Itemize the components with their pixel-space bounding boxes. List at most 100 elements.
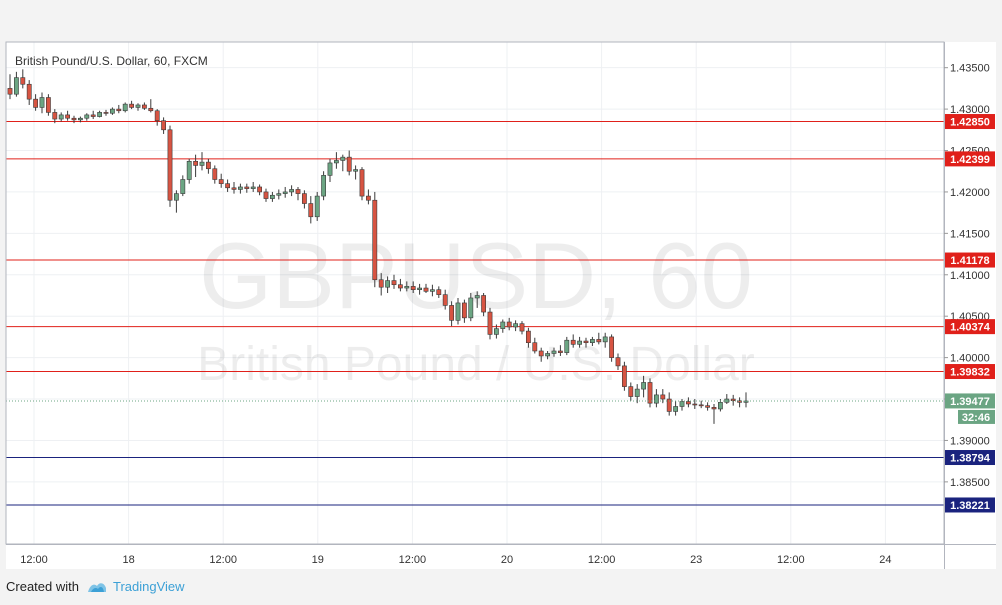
credit-prefix: Created with bbox=[6, 579, 79, 594]
candle-up bbox=[500, 321, 506, 329]
candle-down bbox=[33, 98, 38, 108]
level-tag-resistance bbox=[945, 319, 995, 335]
candle-up bbox=[679, 401, 685, 407]
candle-down bbox=[301, 193, 307, 204]
candle-down bbox=[257, 186, 262, 193]
candle-down bbox=[660, 394, 666, 400]
candle-down bbox=[615, 357, 621, 367]
candle-up bbox=[474, 295, 480, 299]
candle-up bbox=[429, 289, 435, 292]
candle-down bbox=[71, 117, 77, 121]
level-tag-label: 1.42399 bbox=[950, 154, 990, 166]
candle-up bbox=[282, 191, 288, 194]
candle-down bbox=[103, 112, 109, 114]
candle-up bbox=[180, 179, 186, 194]
countdown-tag bbox=[958, 409, 995, 424]
candle-down bbox=[666, 398, 672, 412]
candle-down bbox=[449, 305, 454, 321]
candle-down bbox=[142, 104, 147, 109]
price-tick-label: 1.42000 bbox=[950, 187, 990, 199]
candle-up bbox=[493, 328, 499, 335]
candle-up bbox=[333, 160, 339, 164]
candle-down bbox=[116, 108, 122, 112]
price-tick-label: 1.38500 bbox=[950, 477, 990, 489]
candle-down bbox=[609, 336, 614, 358]
candle-down bbox=[7, 88, 13, 95]
candle-up bbox=[97, 112, 102, 117]
time-axis[interactable]: 12:00 18 12:00 19 12:00 20 12:00 23 12:00 24 bbox=[20, 554, 891, 566]
candle-up bbox=[276, 193, 282, 196]
level-tag-resistance bbox=[945, 151, 995, 167]
price-tick-label: 1.41000 bbox=[950, 270, 990, 282]
level-tag-support bbox=[945, 450, 995, 466]
candle-up bbox=[340, 156, 346, 161]
candle-down bbox=[525, 330, 531, 344]
candle-down bbox=[231, 187, 237, 190]
candle-down bbox=[519, 323, 525, 332]
candle-up bbox=[404, 286, 410, 289]
candle-up bbox=[589, 339, 595, 344]
candle-down bbox=[206, 161, 211, 170]
candle-down bbox=[538, 350, 544, 357]
candle-up bbox=[634, 388, 640, 397]
candle-down bbox=[346, 156, 352, 172]
candle-down bbox=[487, 311, 493, 335]
watermark: GBPUSD, 60 British Pound / U.S. Dollar bbox=[197, 223, 755, 391]
candle-up bbox=[327, 162, 333, 176]
time-tick-label: 12:00 bbox=[777, 554, 805, 566]
candle-down bbox=[737, 400, 742, 403]
candle-up bbox=[58, 114, 64, 120]
candle-down bbox=[698, 404, 704, 407]
candle-up bbox=[717, 402, 723, 410]
time-tick-label: 12:00 bbox=[20, 554, 48, 566]
candle-down bbox=[730, 398, 736, 401]
candle-down bbox=[212, 168, 218, 180]
price-tick-label: 1.39000 bbox=[950, 435, 990, 447]
candle-down bbox=[481, 295, 486, 313]
price-tags: 1.42850 1.42399 1.41178 1.40374 1.39832 1.387… bbox=[945, 114, 995, 513]
candle-down bbox=[372, 199, 378, 281]
candle-up bbox=[122, 103, 128, 112]
candle-up bbox=[321, 175, 326, 197]
candle-down bbox=[365, 195, 371, 201]
candle-down bbox=[167, 129, 173, 201]
time-tick-label: 20 bbox=[501, 554, 513, 566]
candle-up bbox=[468, 297, 474, 319]
price-tick-label: 1.43500 bbox=[950, 63, 990, 75]
candle-down bbox=[506, 321, 512, 328]
price-tick-label: 1.41500 bbox=[950, 228, 990, 240]
candle-up bbox=[110, 108, 115, 114]
candle-up bbox=[78, 117, 83, 121]
candle-down bbox=[148, 107, 154, 112]
level-tag-label: 1.41178 bbox=[950, 255, 989, 267]
candle-down bbox=[218, 179, 224, 184]
price-tick-label: 1.40000 bbox=[950, 353, 990, 365]
candle-up bbox=[199, 161, 205, 166]
level-tag-support bbox=[945, 497, 995, 513]
candle-down bbox=[378, 279, 384, 288]
price-tick-label: 1.43000 bbox=[950, 104, 990, 116]
candle-down bbox=[692, 403, 698, 406]
level-tag-label: 1.42850 bbox=[950, 117, 990, 129]
tradingview-link[interactable]: TradingView bbox=[112, 579, 185, 594]
candles bbox=[7, 69, 749, 424]
level-tag-label: 1.39832 bbox=[950, 367, 990, 379]
candle-down bbox=[308, 203, 314, 218]
candle-down bbox=[410, 286, 416, 290]
tradingview-logo-icon[interactable] bbox=[87, 580, 107, 594]
level-tag-resistance bbox=[945, 252, 995, 268]
candle-up bbox=[385, 280, 390, 288]
candle-up bbox=[743, 400, 749, 403]
candle-up bbox=[551, 350, 557, 354]
candle-down bbox=[52, 112, 58, 120]
candle-down bbox=[359, 169, 365, 197]
time-tick-label: 24 bbox=[879, 554, 891, 566]
candle-down bbox=[154, 110, 160, 121]
candle-down bbox=[397, 284, 403, 289]
candle-down bbox=[244, 186, 250, 189]
candle-up bbox=[135, 104, 141, 108]
candle-up bbox=[545, 353, 550, 357]
time-tick-label: 12:00 bbox=[588, 554, 616, 566]
candle-down bbox=[596, 339, 602, 343]
candle-up bbox=[602, 336, 608, 343]
